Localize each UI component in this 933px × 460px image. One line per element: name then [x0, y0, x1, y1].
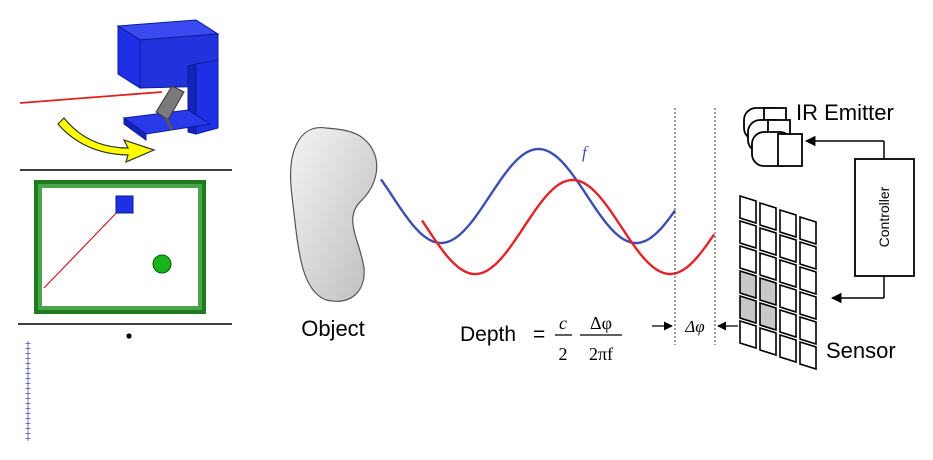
sensor-pixel	[799, 265, 817, 296]
formula-two-pi-f: 2πf	[589, 344, 613, 364]
sensor-array	[739, 194, 817, 371]
sensor-pixel	[779, 283, 797, 314]
scan-point-marker: +	[25, 389, 32, 398]
scanner-device-illustration	[19, 19, 220, 164]
scan-point-marker: +	[25, 429, 32, 438]
sensor-pixel	[799, 315, 817, 346]
sensor-pixel	[739, 244, 757, 275]
reflected-wave	[421, 178, 715, 276]
frequency-label: f	[582, 143, 589, 162]
scan-point-marker: +	[25, 424, 32, 433]
sensor-pixel	[799, 340, 817, 371]
scan-point-marker: +	[25, 434, 32, 443]
ir-emitter	[743, 107, 803, 167]
emitter-unit-front	[751, 131, 803, 167]
object-shape	[290, 127, 378, 302]
device-base-front	[123, 117, 147, 141]
sensor-pixel	[779, 208, 797, 239]
scan-point-marker: +	[25, 404, 32, 413]
scanner-position-marker	[115, 195, 134, 214]
ir-emitter-label: IR Emitter	[796, 100, 894, 125]
formula-c: c	[559, 313, 567, 333]
room-obstacle	[152, 254, 172, 274]
sensor-pixel	[759, 201, 777, 232]
sensor-pixel	[739, 219, 757, 250]
sensor-pixel	[759, 301, 777, 332]
formula-depth: Depth	[460, 323, 516, 346]
sensor-pixel	[779, 308, 797, 339]
formula-two: 2	[559, 344, 568, 364]
mirror-shaft	[164, 117, 174, 131]
laser-beam	[19, 91, 163, 104]
scan-point-marker: +	[25, 379, 32, 388]
room-top-view	[34, 180, 206, 314]
scan-point-marker: +	[25, 369, 32, 378]
rotating-mirror	[155, 85, 185, 121]
scan-point-marker: +	[25, 359, 32, 368]
sensor-pixel	[759, 251, 777, 282]
scan-point-marker: +	[25, 364, 32, 373]
formula-equals: =	[533, 323, 545, 346]
object-label: Object	[301, 316, 365, 341]
scan-point-marker: +	[25, 344, 32, 353]
scan-point-marker: +	[25, 339, 32, 348]
scan-point-marker: +	[25, 409, 32, 418]
sensor-pixel	[779, 233, 797, 264]
formula-delta-phi: Δφ	[590, 313, 612, 333]
sensor-pixel	[779, 333, 797, 364]
sensor-pixel	[739, 194, 757, 225]
scan-point-marker: +	[25, 414, 32, 423]
rotation-arrow	[57, 117, 156, 164]
scan-point-markers: ++++++++++++++++++++	[25, 339, 32, 443]
emitted-wave	[380, 147, 676, 245]
scan-point-marker: +	[25, 399, 32, 408]
scan-point-marker: +	[25, 394, 32, 403]
scan-point-marker: +	[25, 349, 32, 358]
sensor-pixel	[759, 326, 777, 357]
phase-shift-label: Δφ	[684, 317, 704, 336]
sensor-pixel	[759, 226, 777, 257]
sensor-label: Sensor	[826, 338, 896, 363]
sensor-pixel	[799, 290, 817, 321]
scan-point-marker: +	[25, 384, 32, 393]
sensor-pixel	[739, 269, 757, 300]
scan-ray	[43, 204, 125, 289]
scan-point-marker: +	[25, 419, 32, 428]
sensor-pixel	[739, 294, 757, 325]
scan-point-marker: +	[25, 354, 32, 363]
sensor-pixel	[759, 276, 777, 307]
depth-formula: Depth = c 2 Δφ 2πf	[460, 313, 622, 364]
sensor-pixel	[779, 258, 797, 289]
sensor-pixel	[799, 215, 817, 246]
sensor-pixel	[799, 240, 817, 271]
sensor-pixel	[739, 319, 757, 350]
controller-label: Controller	[876, 186, 892, 247]
scan-origin-dot	[126, 333, 132, 339]
scan-point-marker: +	[25, 374, 32, 383]
